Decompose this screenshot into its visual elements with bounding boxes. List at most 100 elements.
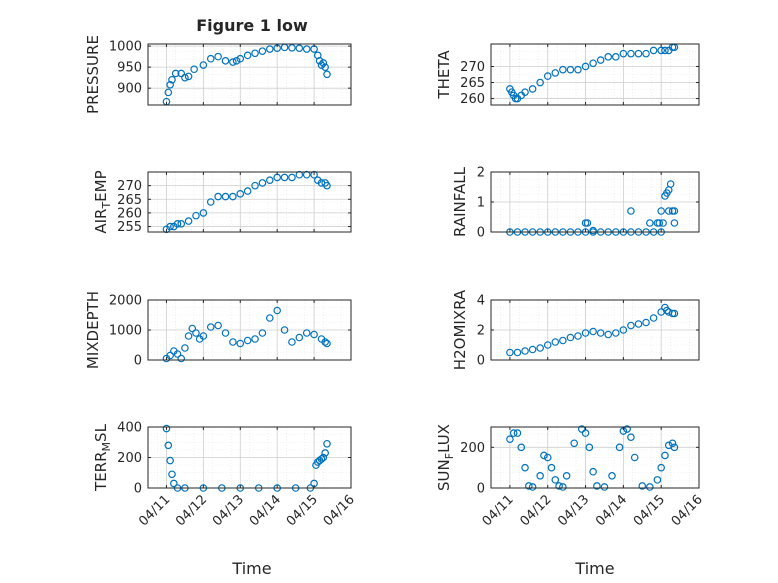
y-tick-label: 900 — [117, 82, 142, 97]
data-point — [608, 471, 616, 480]
data-point — [302, 45, 311, 53]
y-axis-label-text: PRESSURE — [84, 35, 102, 114]
data-point — [670, 207, 679, 215]
data-point — [506, 348, 514, 357]
data-point — [670, 309, 679, 318]
data-point — [670, 219, 679, 227]
data-point — [177, 354, 186, 363]
data-point — [657, 46, 665, 55]
y-axis-label: SUNFLUX — [435, 424, 456, 491]
y-tick-label: 0 — [477, 226, 485, 241]
data-point — [243, 187, 252, 195]
data-point — [589, 467, 597, 476]
axes-box — [147, 43, 352, 106]
data-point — [310, 330, 318, 339]
data-point — [170, 479, 178, 488]
data-point — [611, 53, 620, 61]
data-point — [323, 70, 331, 79]
data-point — [634, 320, 643, 328]
data-point — [589, 226, 597, 235]
data-point — [634, 49, 643, 58]
data-point — [236, 190, 245, 198]
y-axis-label-text: RAINFALL — [451, 166, 469, 237]
axes-box — [490, 43, 700, 106]
data-point — [543, 453, 552, 462]
data-point — [659, 219, 667, 227]
data-point — [528, 345, 537, 354]
data-point — [551, 338, 560, 346]
data-point — [164, 441, 173, 450]
data-point — [184, 72, 193, 81]
y-tick-label: 1 — [477, 196, 485, 211]
data-point — [280, 326, 289, 334]
data-point — [173, 220, 182, 228]
data-point — [265, 176, 274, 184]
data-point — [657, 463, 665, 472]
subplot-rainfall: 0 1 2 RAINFALL — [451, 166, 700, 241]
y-tick-label: 400 — [117, 421, 142, 436]
y-tick-label: 0 — [134, 482, 142, 497]
y-axis-label-text: SUN — [435, 459, 453, 491]
data-point — [199, 209, 208, 217]
y-axis-label: RAINFALL — [451, 166, 469, 237]
data-point — [574, 332, 582, 340]
data-point — [543, 72, 552, 80]
data-point — [649, 314, 658, 322]
data-point — [280, 173, 289, 182]
data-point — [513, 348, 522, 357]
y-axis-label-subscript: F — [443, 453, 456, 459]
y-axis-label: PRESSURE — [84, 35, 102, 114]
data-point — [190, 65, 198, 74]
data-point — [619, 49, 628, 58]
axes-box — [490, 426, 700, 489]
data-point — [323, 181, 331, 190]
data-point — [585, 443, 594, 452]
data-point — [543, 341, 552, 349]
data-point — [663, 306, 671, 315]
y-axis-label-subscript: T — [100, 202, 113, 210]
data-point — [570, 439, 579, 448]
data-point — [295, 333, 304, 342]
data-point — [177, 69, 186, 78]
y-axis-label: AIRTEMP — [92, 170, 113, 233]
data-point — [577, 425, 586, 433]
data-point — [251, 335, 259, 343]
data-point — [288, 173, 296, 182]
data-point — [315, 57, 324, 65]
data-point — [627, 49, 635, 58]
data-point — [177, 220, 186, 228]
data-point — [551, 476, 560, 484]
data-point — [229, 338, 237, 346]
y-tick-label: 2 — [477, 324, 485, 339]
data-point — [171, 69, 180, 78]
data-point — [581, 329, 590, 337]
data-point — [517, 443, 526, 452]
data-point — [623, 425, 631, 433]
y-tick-label: 4 — [477, 294, 485, 309]
data-point — [251, 181, 259, 190]
subplot-mixdepth: 0 1000 2000 MIXDEPTH — [84, 291, 352, 369]
y-tick-label: 0 — [477, 482, 485, 497]
data-point — [630, 453, 639, 462]
y-tick-label: 0 — [477, 354, 485, 369]
data-point — [583, 219, 592, 227]
y-tick-label: 200 — [117, 451, 142, 466]
data-point — [536, 78, 544, 87]
data-point — [646, 483, 654, 491]
y-axis-label: TERRMSL — [92, 423, 113, 492]
data-point — [236, 54, 245, 63]
data-point — [661, 46, 669, 55]
data-point — [521, 88, 529, 96]
data-point — [273, 306, 281, 315]
data-point — [317, 455, 326, 463]
data-point — [232, 57, 241, 65]
data-point — [642, 318, 650, 327]
y-tick-label: 2 — [477, 166, 485, 181]
y-axis-label-text: EMP — [92, 170, 110, 201]
data-point — [206, 323, 215, 331]
y-tick-label: 1000 — [109, 324, 142, 339]
y-axis-label-subscript: M — [100, 442, 113, 452]
